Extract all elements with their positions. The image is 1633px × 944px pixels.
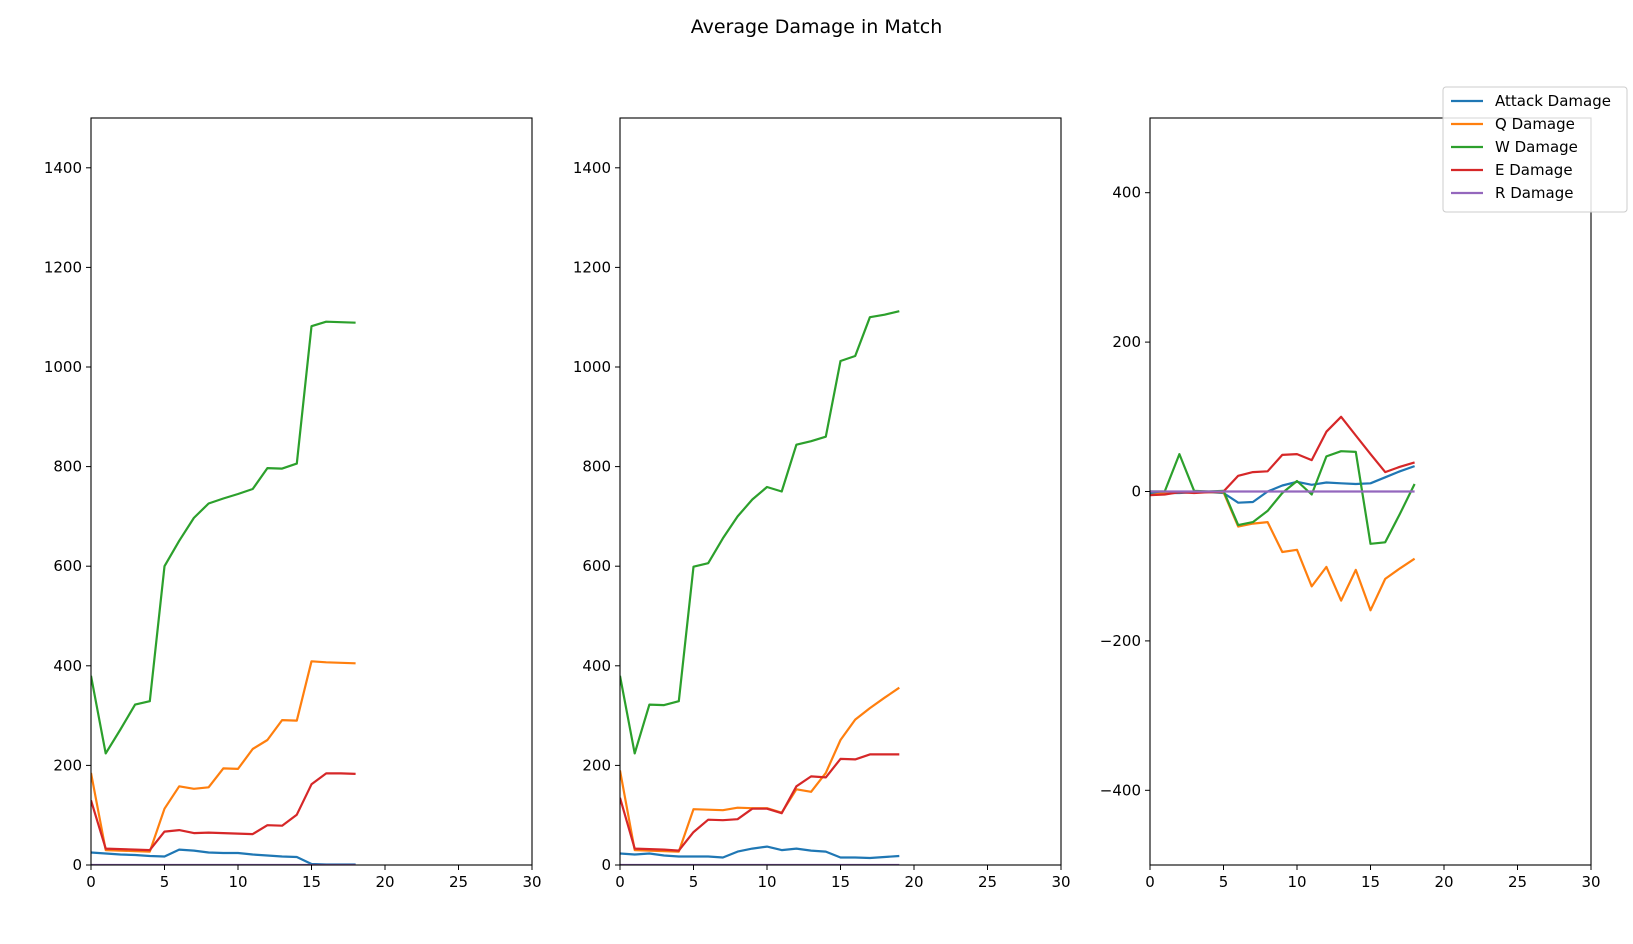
y-tick-label: 200 — [1112, 333, 1141, 351]
y-tick-label: 1200 — [44, 258, 82, 276]
legend-label-e-damage: E Damage — [1495, 161, 1573, 179]
series-line-attack-damage — [620, 845, 900, 860]
y-tick-label: 0 — [601, 856, 611, 874]
series-line-q-damage — [620, 686, 900, 853]
series-line-e-damage — [620, 753, 900, 852]
series-lines — [1150, 415, 1416, 612]
x-tick-label: 25 — [978, 873, 997, 891]
series-line-q-damage — [1150, 491, 1416, 612]
chart-panel-right: 0 5 10 15 20 25 30 −400 −200 0 200 400 — [1100, 117, 1601, 891]
x-tick-label: 0 — [1145, 873, 1155, 891]
y-tick-label: 1000 — [44, 358, 82, 376]
x-tick-label: 0 — [615, 873, 625, 891]
series-line-w-damage — [620, 310, 900, 755]
series-line-w-damage — [91, 320, 356, 755]
y-tick-label: 400 — [1112, 184, 1141, 202]
series-line-w-damage — [1150, 450, 1416, 545]
x-tick-label: 0 — [86, 873, 96, 891]
series-line-e-damage — [1150, 415, 1415, 497]
x-tick-label: 5 — [689, 873, 699, 891]
x-tick-label: 25 — [449, 873, 468, 891]
series-lines — [91, 320, 356, 865]
x-tick-label: 5 — [160, 873, 170, 891]
x-tick-label: 20 — [375, 873, 394, 891]
chart-panel-middle: 0 5 10 15 20 25 30 0 200 400 600 800 1000 1200 1400 — [573, 117, 1071, 891]
series-line-attack-damage — [1150, 465, 1415, 504]
y-tick-label: 400 — [53, 657, 82, 675]
y-tick-label: 1000 — [573, 358, 611, 376]
x-tick-label: 10 — [757, 873, 776, 891]
y-tick-label: 600 — [582, 557, 611, 575]
y-tick-label: 200 — [582, 756, 611, 774]
legend-label-q-damage: Q Damage — [1495, 115, 1575, 133]
chart-panel-left: 0 5 10 15 20 25 30 0 200 400 600 800 1000 1200 1400 — [44, 117, 542, 891]
y-tick-label: 600 — [53, 557, 82, 575]
x-tick-label: 15 — [302, 873, 321, 891]
legend-box — [1442, 86, 1628, 213]
legend-label-w-damage: W Damage — [1495, 138, 1578, 156]
y-tick-label: 0 — [1131, 483, 1141, 501]
x-tick-label: 10 — [228, 873, 247, 891]
x-tick-label: 30 — [1051, 873, 1070, 891]
y-tick-label: 800 — [53, 458, 82, 476]
x-tick-label: 5 — [1219, 873, 1229, 891]
series-lines — [620, 310, 900, 865]
y-tick-label: −200 — [1100, 632, 1141, 650]
y-tick-label: 1400 — [44, 159, 82, 177]
y-tick-label: 1400 — [573, 159, 611, 177]
y-tick-label: 800 — [582, 458, 611, 476]
y-tick-label: 0 — [72, 856, 82, 874]
x-tick-label: 20 — [1434, 873, 1453, 891]
x-tick-label: 15 — [831, 873, 850, 891]
x-tick-label: 30 — [1581, 873, 1600, 891]
figure-title: Average Damage in Match — [690, 16, 943, 38]
y-tick-label: 1200 — [573, 258, 611, 276]
x-tick-label: 20 — [904, 873, 923, 891]
x-tick-label: 10 — [1287, 873, 1306, 891]
axes-frame — [619, 117, 1062, 866]
legend: Attack Damage Q Damage W Damage E Damage R D… — [1442, 86, 1628, 213]
series-line-e-damage — [91, 772, 356, 852]
x-tick-label: 15 — [1361, 873, 1380, 891]
y-tick-label: 400 — [582, 657, 611, 675]
axes-frame — [90, 117, 533, 866]
series-line-q-damage — [91, 660, 356, 853]
x-tick-label: 25 — [1508, 873, 1527, 891]
x-tick-label: 30 — [522, 873, 541, 891]
legend-label-r-damage: R Damage — [1495, 184, 1574, 202]
y-tick-label: −400 — [1100, 781, 1141, 799]
y-tick-label: 200 — [53, 756, 82, 774]
legend-label-attack-damage: Attack Damage — [1495, 92, 1611, 110]
